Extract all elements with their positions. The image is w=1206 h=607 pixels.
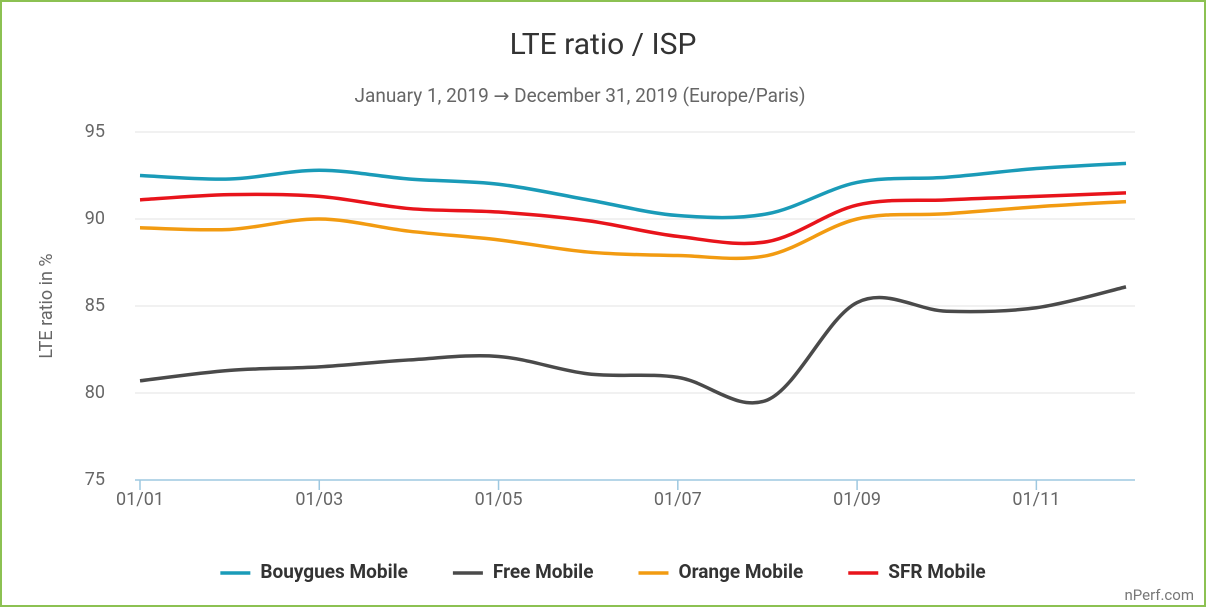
legend-label: SFR Mobile [888, 560, 985, 583]
series-line [139, 191, 1127, 246]
y-tick-label: 80 [85, 382, 105, 403]
series-line [139, 285, 1127, 405]
y-tick-label: 90 [85, 208, 105, 229]
legend-label: Bouygues Mobile [260, 560, 408, 583]
credit: nPerf.com [1124, 586, 1194, 604]
legend-label: Orange Mobile [678, 560, 803, 583]
x-tick-label: 01/07 [654, 489, 702, 510]
series-line [139, 161, 1127, 220]
x-tick-label: 01/05 [475, 489, 523, 510]
legend-label: Free Mobile [493, 560, 594, 583]
chart-title: LTE ratio / ISP [510, 27, 697, 62]
x-tick-label: 01/03 [295, 489, 343, 510]
x-tick-label: 01/11 [1012, 489, 1060, 510]
y-tick-label: 95 [85, 121, 105, 142]
x-tick-label: 01/01 [116, 489, 164, 510]
series-line [139, 199, 1127, 261]
y-axis-label: LTE ratio in % [36, 253, 57, 358]
y-tick-label: 85 [85, 295, 105, 316]
x-tick-label: 01/09 [833, 489, 881, 510]
y-tick-label: 75 [85, 469, 105, 490]
chart-subtitle: January 1, 2019 → December 31, 2019 (Eur… [355, 84, 806, 107]
